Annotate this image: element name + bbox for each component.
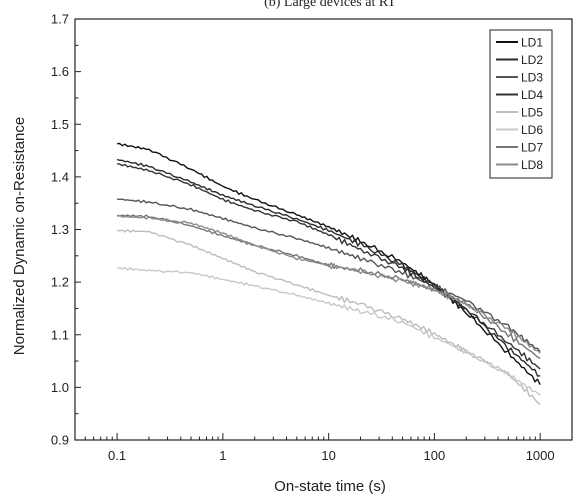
legend-label-ld5: LD5	[521, 106, 543, 120]
chart-title: (b) Large devices at RT	[264, 0, 396, 10]
legend-label-ld2: LD2	[521, 53, 543, 67]
y-tick-label: 1.5	[51, 117, 69, 132]
x-tick-label: 100	[424, 448, 446, 463]
y-tick-label: 1.3	[51, 222, 69, 237]
legend-label-ld3: LD3	[521, 71, 543, 85]
series-line-ld4	[116, 163, 541, 370]
y-tick-label: 0.9	[51, 433, 69, 448]
legend-box	[489, 29, 553, 179]
legend-label-ld6: LD6	[521, 123, 543, 137]
series-line-ld2	[116, 158, 541, 377]
x-tick-label: 1	[219, 448, 226, 463]
series-line-ld3	[116, 198, 541, 353]
series-line-ld8	[116, 214, 541, 354]
legend-label-ld4: LD4	[521, 88, 543, 102]
x-tick-label: 0.1	[108, 448, 126, 463]
y-tick-label: 1.4	[51, 169, 69, 184]
series-line-ld7	[116, 214, 541, 360]
y-tick-label: 1.1	[51, 327, 69, 342]
legend-label-ld7: LD7	[521, 141, 543, 155]
x-tick-label: 1000	[526, 448, 555, 463]
x-axis-label: On-state time (s)	[274, 478, 386, 495]
legend-label-ld1: LD1	[521, 36, 543, 50]
series-line-ld6	[117, 267, 541, 396]
y-tick-label: 1.7	[51, 12, 69, 27]
y-tick-label: 1.2	[51, 275, 69, 290]
y-axis-label: Normalized Dynamic on-Resistance	[11, 117, 28, 355]
y-tick-label: 1.0	[51, 380, 69, 395]
y-tick-label: 1.6	[51, 64, 69, 79]
legend-label-ld8: LD8	[521, 158, 543, 172]
series-line-ld1	[117, 142, 541, 386]
x-tick-label: 10	[321, 448, 335, 463]
series-line-ld5	[117, 229, 541, 405]
